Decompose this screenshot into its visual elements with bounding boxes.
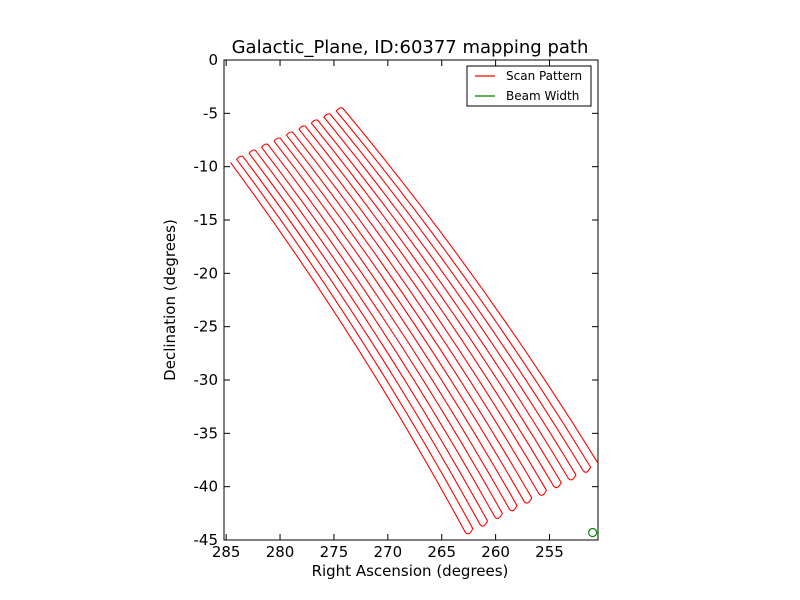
y-tick-label: -5 <box>203 104 218 122</box>
y-axis-label: Declination (degrees) <box>161 219 179 381</box>
x-axis-ticks: 285 280 275 270 265 260 255 <box>212 60 564 561</box>
x-tick-label: 265 <box>427 543 456 561</box>
legend: Scan Pattern Beam Width <box>466 65 592 107</box>
x-axis-label: Right Ascension (degrees) <box>312 562 509 580</box>
y-tick-label: -30 <box>194 371 219 389</box>
legend-box <box>466 65 592 107</box>
scan-pattern-path <box>230 107 599 535</box>
beam-width-marker <box>588 527 598 538</box>
y-tick-label: -15 <box>194 211 219 229</box>
y-tick-label: -40 <box>194 478 219 496</box>
plot-area-frame <box>223 59 599 541</box>
x-tick-label: 255 <box>535 543 564 561</box>
y-tick-label: -10 <box>194 158 219 176</box>
y-tick-label: 0 <box>208 51 218 69</box>
y-tick-label: -20 <box>194 264 219 282</box>
scan-pattern-series <box>230 107 599 535</box>
x-tick-label: 270 <box>374 543 403 561</box>
x-tick-label: 260 <box>481 543 510 561</box>
legend-label-scan-pattern: Scan Pattern <box>506 69 582 83</box>
x-tick-label: 280 <box>266 543 295 561</box>
y-axis-ticks: 0 -5 -10 -15 -20 -25 -30 -35 -40 -45 <box>194 51 598 549</box>
y-tick-label: -45 <box>194 531 219 549</box>
chart-title: Galactic_Plane, ID:60377 mapping path <box>232 37 589 58</box>
x-tick-label: 275 <box>320 543 349 561</box>
y-tick-label: -25 <box>194 318 219 336</box>
legend-label-beam-width: Beam Width <box>506 89 579 103</box>
x-tick-label: 285 <box>212 543 241 561</box>
y-tick-label: -35 <box>194 424 219 442</box>
